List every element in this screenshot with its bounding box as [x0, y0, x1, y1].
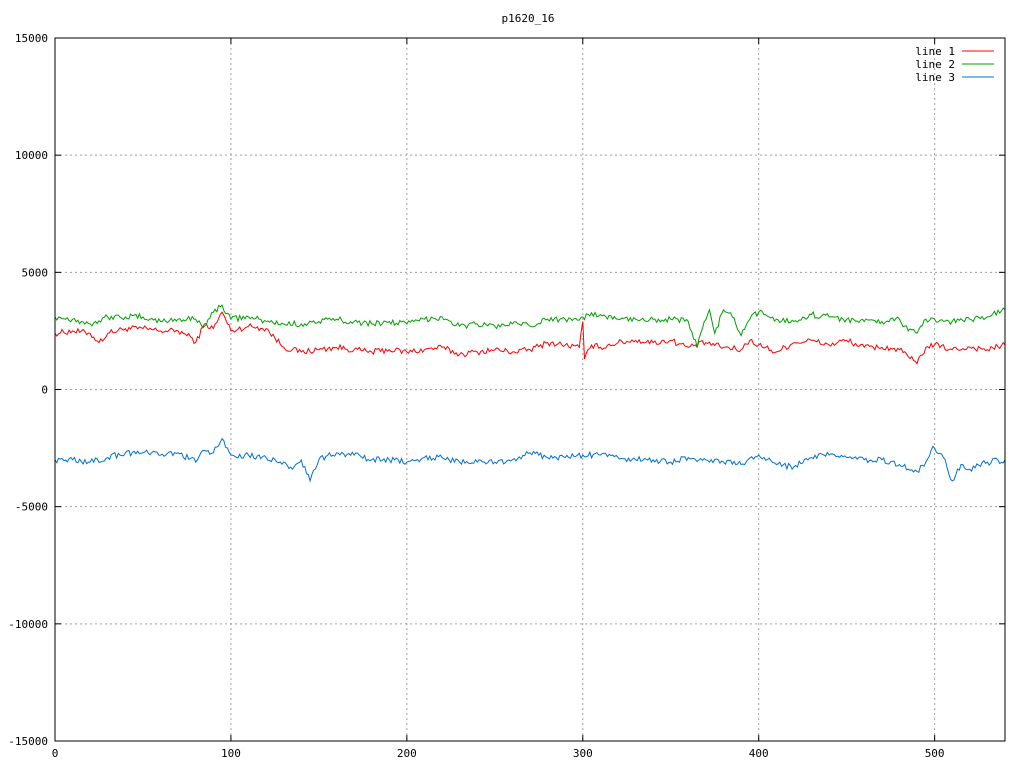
chart-title: p1620_16 — [502, 12, 555, 25]
x-tick-label: 300 — [573, 747, 593, 760]
y-tick-label: 5000 — [22, 266, 49, 279]
y-tick-label: 10000 — [15, 149, 48, 162]
series-group — [55, 305, 1005, 481]
series-line-3 — [55, 439, 1005, 481]
legend-label: line 3 — [915, 71, 955, 84]
x-tick-label: 500 — [925, 747, 945, 760]
y-tick-label: -5000 — [15, 501, 48, 514]
y-tick-label: -10000 — [8, 618, 48, 631]
x-axis: 0 100 200 300 400 500 — [52, 38, 945, 760]
x-tick-label: 200 — [397, 747, 417, 760]
grid — [55, 38, 1005, 741]
legend-label: line 1 — [915, 45, 955, 58]
x-tick-label: 400 — [749, 747, 769, 760]
y-tick-label: -15000 — [8, 735, 48, 748]
x-tick-label: 0 — [52, 747, 59, 760]
x-tick-label: 100 — [221, 747, 241, 760]
legend-label: line 2 — [915, 58, 955, 71]
y-tick-label: 0 — [41, 384, 48, 397]
y-tick-label: 15000 — [15, 32, 48, 45]
series-line-2 — [55, 305, 1005, 347]
